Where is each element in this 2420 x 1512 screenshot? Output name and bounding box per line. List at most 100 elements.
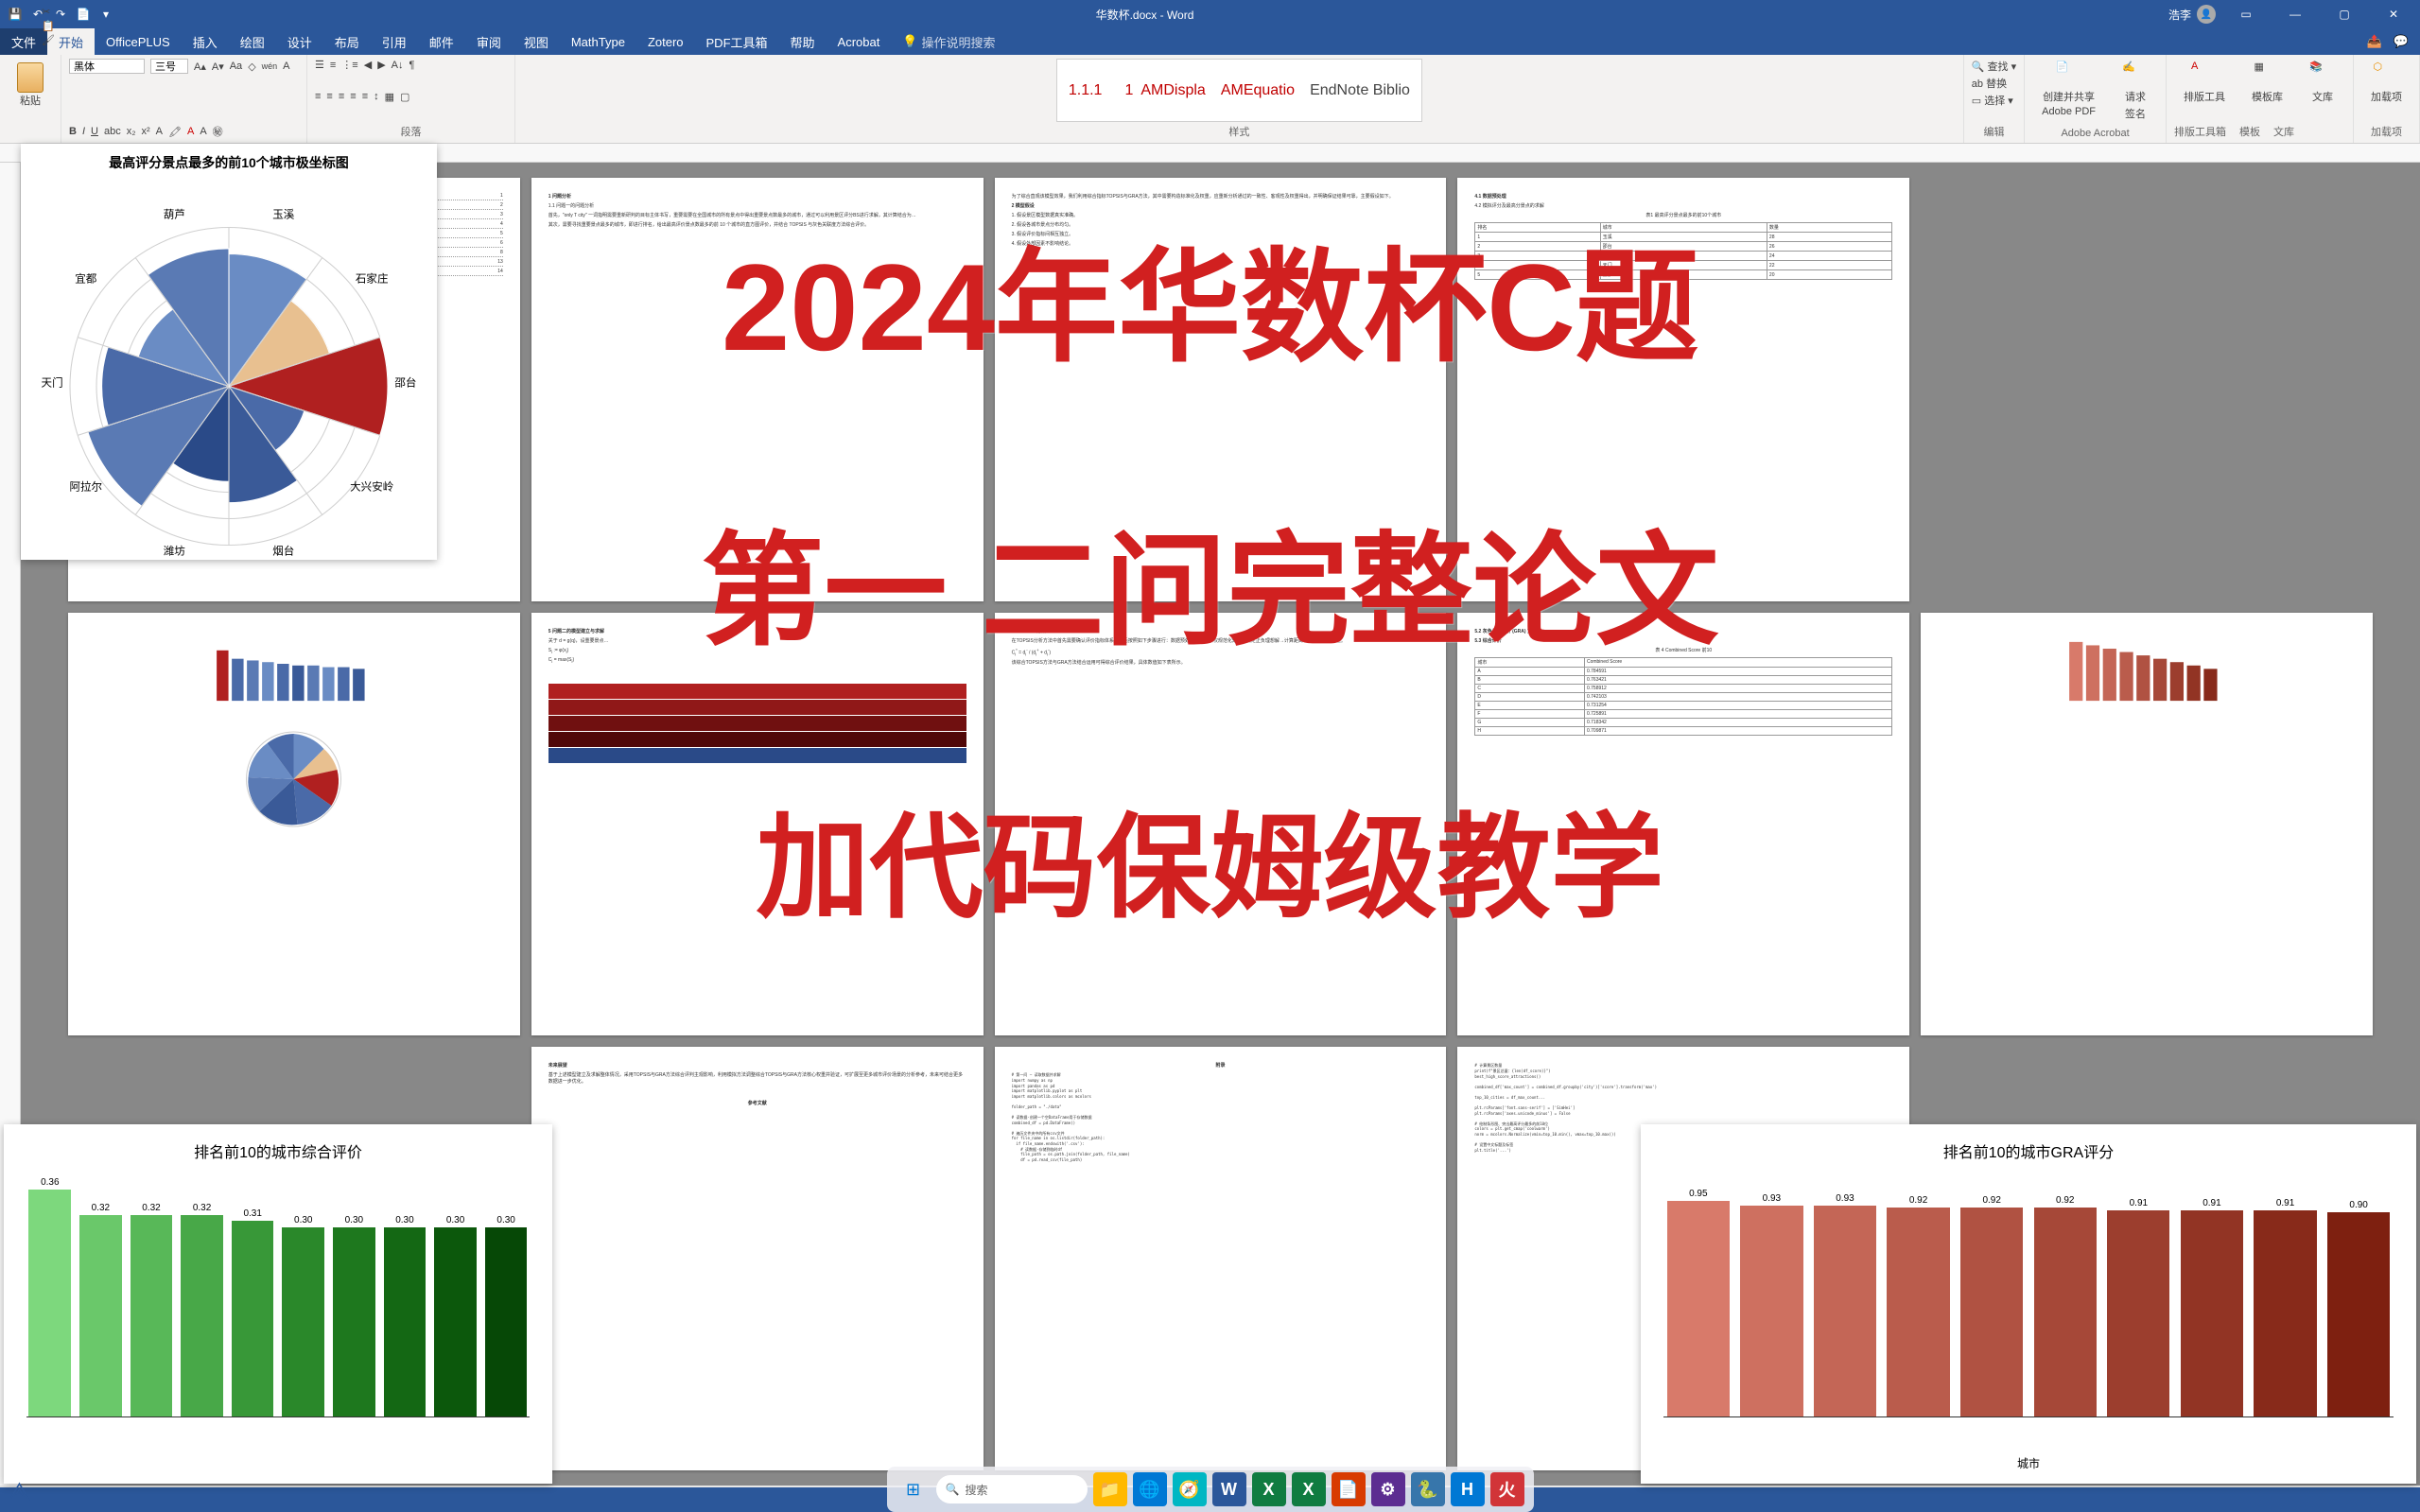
taskbar-app-icon[interactable]: 🧭 (1173, 1472, 1207, 1506)
funnel-icon[interactable]: ⟁ (8, 1477, 31, 1508)
style-item[interactable]: EndNote Biblio (1310, 82, 1410, 99)
template-lib-button[interactable]: ▦模板库 (2242, 59, 2292, 106)
align-center-icon[interactable]: ≡ (326, 91, 332, 102)
style-item[interactable]: 1.1.1 (1069, 82, 1110, 99)
numbering-icon[interactable]: ≡ (330, 60, 336, 71)
tab-PDF工具箱[interactable]: PDF工具箱 (695, 28, 779, 55)
highlight-icon[interactable]: 🖍 (168, 126, 182, 138)
minimize-button[interactable]: — (2276, 0, 2314, 28)
font-color-icon[interactable]: A (187, 126, 194, 137)
request-signature-button[interactable]: ✍ 请求 签名 (2113, 59, 2158, 123)
cut-icon[interactable]: ✂ (42, 6, 55, 18)
copy-icon[interactable]: 📋 (42, 20, 55, 32)
taskbar-app-icon[interactable]: H (1451, 1472, 1485, 1506)
tab-审阅[interactable]: 审阅 (465, 28, 513, 55)
qat-dropdown-icon[interactable]: ▾ (98, 7, 113, 22)
underline-icon[interactable]: U (91, 126, 98, 137)
user-account[interactable]: 浩李 👤 (2168, 5, 2216, 24)
italic-icon[interactable]: I (82, 126, 85, 137)
tab-file[interactable]: 文件 (0, 28, 47, 55)
taskbar-app-icon[interactable]: 📁 (1093, 1472, 1127, 1506)
comments-icon[interactable]: 💬 (2394, 34, 2409, 49)
tab-绘图[interactable]: 绘图 (229, 28, 276, 55)
multilevel-icon[interactable]: ⋮≡ (341, 59, 357, 71)
text-effects-icon[interactable]: A (156, 126, 163, 137)
share-icon[interactable]: 📤 (2367, 34, 2382, 49)
tab-布局[interactable]: 布局 (323, 28, 371, 55)
align-left-icon[interactable]: ≡ (315, 91, 321, 102)
tab-Zotero[interactable]: Zotero (636, 28, 695, 55)
format-painter-icon[interactable]: 🖌 (42, 34, 55, 46)
tab-插入[interactable]: 插入 (182, 28, 229, 55)
taskbar-app-icon[interactable]: 🐍 (1411, 1472, 1445, 1506)
taskbar-app-icon[interactable]: ⚙ (1371, 1472, 1405, 1506)
maximize-button[interactable]: ▢ (2325, 0, 2363, 28)
svg-text:大兴安岭: 大兴安岭 (350, 479, 394, 493)
clear-format-icon[interactable]: ◇ (248, 61, 255, 73)
create-share-pdf-button[interactable]: 📄 创建并共享 Adobe PDF (2032, 59, 2105, 123)
tab-帮助[interactable]: 帮助 (779, 28, 827, 55)
superscript-icon[interactable]: x² (142, 126, 150, 137)
align-right-icon[interactable]: ≡ (339, 91, 344, 102)
page-thumb[interactable]: 附录 # 第一问 — 读取数据并求解import numpy as npimpo… (995, 1047, 1447, 1470)
addins-button[interactable]: ⬡加载项 (2361, 59, 2411, 106)
replace-button[interactable]: ab 替换 (1972, 76, 2016, 91)
qat-icon[interactable]: 📄 (76, 7, 91, 22)
typeset-tool-button[interactable]: A排版工具 (2174, 59, 2235, 106)
taskbar-app-icon[interactable]: 火 (1490, 1472, 1524, 1506)
font-size-combo[interactable] (150, 59, 188, 74)
page-thumb[interactable]: 未来展望 基于上述模型建立及求解整体情况，采用TOPSIS与GRA方法综合评判主… (531, 1047, 984, 1470)
taskbar-app-icon[interactable]: X (1292, 1472, 1326, 1506)
subscript-icon[interactable]: x₂ (127, 126, 136, 137)
styles-gallery-box[interactable]: 1.1.1 1AMDispla AMEquatio EndNote Biblio (1056, 59, 1422, 122)
justify-icon[interactable]: ≡ (350, 91, 356, 102)
line-spacing-icon[interactable]: ↕ (374, 91, 379, 102)
increase-font-icon[interactable]: A▴ (194, 61, 206, 73)
sort-icon[interactable]: A↓ (392, 60, 404, 71)
taskbar-app-icon[interactable]: X (1252, 1472, 1286, 1506)
char-shading-icon[interactable]: A (200, 126, 206, 137)
page-thumb[interactable] (1921, 613, 2373, 1036)
bold-icon[interactable]: B (69, 126, 77, 137)
start-button[interactable]: ⊞ (897, 1472, 931, 1506)
ribbon-group-clipboard: 粘贴 ✂ 📋 🖌 (0, 55, 61, 143)
tab-引用[interactable]: 引用 (371, 28, 418, 55)
tab-Acrobat[interactable]: Acrobat (827, 28, 892, 55)
tab-设计[interactable]: 设计 (276, 28, 323, 55)
tell-me-search[interactable]: 💡 操作说明搜索 (891, 28, 1006, 55)
show-marks-icon[interactable]: ¶ (409, 60, 415, 71)
borders-icon[interactable]: ▢ (400, 91, 409, 103)
char-border-icon[interactable]: A (283, 61, 289, 72)
shading-icon[interactable]: ▦ (385, 91, 394, 103)
taskbar-app-icon[interactable]: 📄 (1332, 1472, 1366, 1506)
phonetic-icon[interactable]: wén (262, 61, 278, 71)
close-button[interactable]: ✕ (2375, 0, 2412, 28)
ribbon-options-icon[interactable]: ▭ (2227, 0, 2265, 28)
enclose-char-icon[interactable]: ㊙ (213, 124, 223, 139)
strikethrough-icon[interactable]: abc (104, 126, 121, 137)
taskbar-app-icon[interactable]: 🌐 (1133, 1472, 1167, 1506)
change-case-icon[interactable]: Aa (230, 61, 242, 72)
bullets-icon[interactable]: ☰ (315, 59, 324, 71)
paste-icon[interactable] (17, 62, 44, 93)
font-name-combo[interactable] (69, 59, 145, 74)
style-item[interactable]: 1AMDispla (1124, 82, 1205, 99)
tab-邮件[interactable]: 邮件 (418, 28, 465, 55)
find-button[interactable]: 🔍 查找 ▾ (1972, 59, 2016, 74)
tab-视图[interactable]: 视图 (513, 28, 560, 55)
page-thumb[interactable] (68, 613, 520, 1036)
distribute-icon[interactable]: ≡ (362, 91, 368, 102)
select-button[interactable]: ▭ 选择 ▾ (1972, 93, 2016, 108)
decrease-indent-icon[interactable]: ◀ (364, 59, 372, 71)
taskbar-app-icon[interactable]: W (1212, 1472, 1246, 1506)
tab-MathType[interactable]: MathType (560, 28, 636, 55)
autosave-icon[interactable]: 💾 (8, 7, 23, 22)
decrease-font-icon[interactable]: A▾ (212, 61, 224, 73)
wenku-button[interactable]: 📚文库 (2300, 59, 2345, 106)
taskbar-search[interactable]: 🔍 搜索 (936, 1475, 1088, 1503)
tab-OfficePLUS[interactable]: OfficePLUS (95, 28, 182, 55)
style-item[interactable]: AMEquatio (1221, 82, 1295, 99)
mini-bar-chart (85, 634, 503, 709)
increase-indent-icon[interactable]: ▶ (377, 59, 385, 71)
redo-icon[interactable]: ↷ (53, 7, 68, 22)
